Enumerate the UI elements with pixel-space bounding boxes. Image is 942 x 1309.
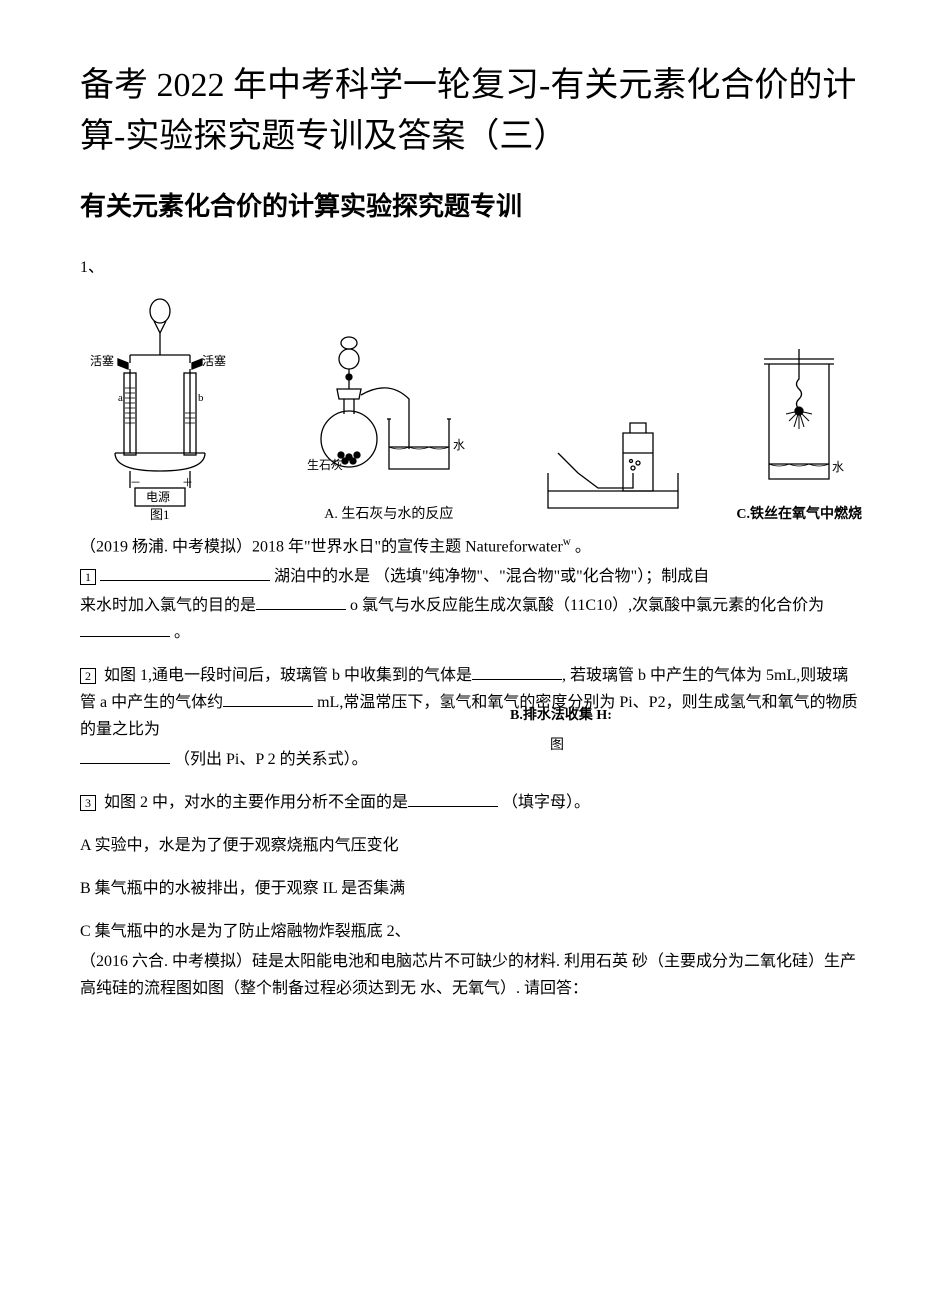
- circled-1: 1: [80, 569, 96, 585]
- blank: [472, 664, 562, 680]
- fig2-water-label: 水: [453, 438, 465, 452]
- fig4-caption: C.铁丝在氧气中燃烧: [736, 503, 862, 523]
- q1-part3-b: （填字母）。: [498, 794, 590, 811]
- section-subtitle: 有关元素化合价的计算实验探究题专训: [80, 186, 862, 223]
- page-title: 备考 2022 年中考科学一轮复习-有关元素化合价的计算-实验探究题专训及答案（…: [80, 60, 862, 162]
- q1-part3-a: 如图 2 中，对水的主要作用分析不全面的是: [104, 794, 408, 811]
- fig1-left-stopcock-label: 活塞: [90, 353, 114, 368]
- q1-sup: w: [563, 536, 571, 548]
- figure-row: 活塞 活塞 a b － ＋ 电源 图1: [80, 293, 862, 523]
- fig1-tube-a: a: [118, 392, 123, 404]
- fig1-caption: 图1: [150, 507, 170, 522]
- blank: [256, 594, 346, 610]
- figure-1: 活塞 活塞 a b － ＋ 电源 图1: [80, 293, 240, 523]
- q1-part1-a: 湖泊中的水是 （选填"纯净物"、"混合物"或"化合物"）；制成自: [270, 568, 709, 585]
- circled-3: 3: [80, 795, 96, 811]
- q1-part1-c: o 氯气与水反应能生成次氯酸（11C10）,次氯酸中氯元素的化合价为: [346, 597, 824, 614]
- q1-part2-a: 如图 1,通电一段时间后，玻璃管 b 中收集到的气体是: [104, 667, 472, 684]
- q1-period: 。: [571, 538, 591, 555]
- figure-2: 生石灰 水 A. 生石灰与水的反应: [289, 329, 489, 523]
- option-a: A 实验中，水是为了便于观察烧瓶内气压变化: [80, 832, 862, 859]
- question-1-body: （2019 杨浦. 中考模拟）2018 年"世界水日"的宣传主题 Naturef…: [80, 533, 862, 1002]
- blank: [223, 691, 313, 707]
- blank: [408, 791, 498, 807]
- question-2-body: （2016 六合. 中考模拟）硅是太阳能电池和电脑芯片不可缺少的材料. 利用石英…: [80, 948, 862, 1002]
- q1-part1-b: 来水时加入氯气的目的是: [80, 597, 256, 614]
- blank: [80, 748, 170, 764]
- svg-text:＋: ＋: [182, 477, 193, 489]
- question-number-1: 1、: [80, 253, 862, 277]
- svg-text:－: －: [130, 477, 141, 489]
- quicklime-diagram: 生石灰 水: [289, 329, 489, 499]
- q1-source: （2019 杨浦. 中考模拟）2018 年"世界水日"的宣传主题 Naturef…: [80, 538, 563, 555]
- figure-4: 水 C.铁丝在氧气中燃烧: [736, 339, 862, 523]
- blank: [80, 621, 170, 637]
- circled-2: 2: [80, 668, 96, 684]
- q1-part2-d: （列出 Pi、P 2 的关系式）。: [170, 751, 368, 768]
- fig1-tube-b: b: [198, 392, 204, 404]
- water-displacement-diagram: [538, 413, 688, 523]
- fig1-power-label: 电源: [146, 490, 170, 504]
- fig3-caption-b: B.排水法收集 H:: [510, 704, 612, 728]
- figure-3: [538, 413, 688, 523]
- fig4-water-label: 水: [832, 460, 844, 474]
- electrolysis-diagram: 活塞 活塞 a b － ＋ 电源 图1: [80, 293, 240, 523]
- option-b: B 集气瓶中的水被排出，便于观察 IL 是否集满: [80, 875, 862, 902]
- iron-burning-diagram: 水: [744, 339, 854, 499]
- option-c: C 集气瓶中的水是为了防止熔融物炸裂瓶底 2、: [80, 918, 862, 945]
- fig1-right-stopcock-label: 活塞: [202, 353, 226, 368]
- fig3-caption-tu: 图: [550, 734, 564, 758]
- blank: [100, 565, 270, 581]
- q1-part1-d: 。: [170, 624, 190, 641]
- fig2-caption: A. 生石灰与水的反应: [324, 503, 453, 523]
